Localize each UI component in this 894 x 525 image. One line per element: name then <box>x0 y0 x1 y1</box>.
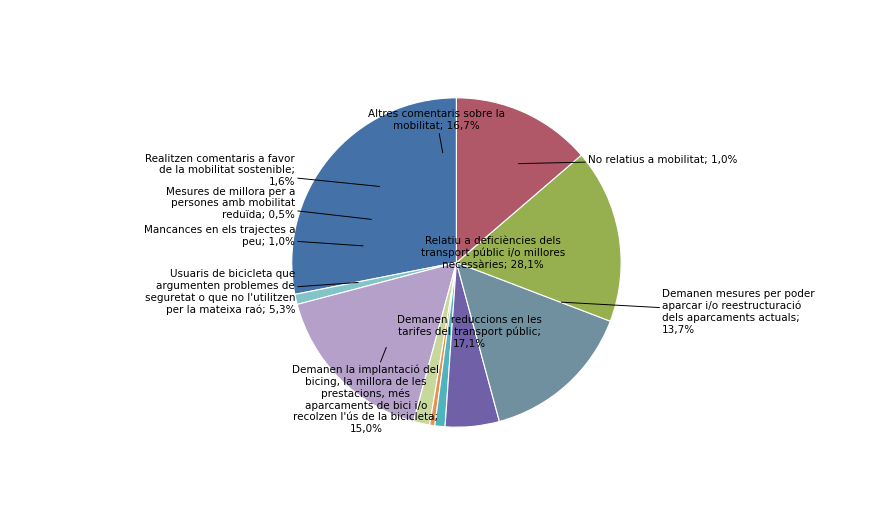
Text: Usuaris de bicicleta que
argumenten problemes de
seguretat o que no l'utilitzen
: Usuaris de bicicleta que argumenten prob… <box>145 269 358 315</box>
Wedge shape <box>456 155 620 321</box>
Text: Demanen la implantació del
bicing, la millora de les
prestacions, més
aparcament: Demanen la implantació del bicing, la mi… <box>292 348 439 434</box>
Wedge shape <box>294 262 456 304</box>
Text: No relatius a mobilitat; 1,0%: No relatius a mobilitat; 1,0% <box>518 155 737 165</box>
Wedge shape <box>297 262 456 422</box>
Wedge shape <box>434 262 456 427</box>
Text: Realitzen comentaris a favor
de la mobilitat sostenible;
1,6%: Realitzen comentaris a favor de la mobil… <box>145 154 379 187</box>
Wedge shape <box>429 262 456 426</box>
Text: Mancances en els trajectes a
peu; 1,0%: Mancances en els trajectes a peu; 1,0% <box>143 225 363 247</box>
Wedge shape <box>413 262 456 425</box>
Text: Relatiu a deficiències dels
transport públic i/o millores
necessàries; 28,1%: Relatiu a deficiències dels transport pú… <box>420 236 564 269</box>
Wedge shape <box>444 262 499 427</box>
Wedge shape <box>291 98 456 295</box>
Text: Demanen reduccions en les
tarifes del transport públic;
17,1%: Demanen reduccions en les tarifes del tr… <box>397 315 542 349</box>
Wedge shape <box>456 98 581 262</box>
Wedge shape <box>456 262 610 422</box>
Text: Demanen mesures per poder
aparcar i/o reestructuració
dels aparcaments actuals;
: Demanen mesures per poder aparcar i/o re… <box>561 289 814 334</box>
Text: Mesures de millora per a
persones amb mobilitat
reduïda; 0,5%: Mesures de millora per a persones amb mo… <box>165 186 371 220</box>
Text: Altres comentaris sobre la
mobilitat; 16,7%: Altres comentaris sobre la mobilitat; 16… <box>367 109 504 153</box>
